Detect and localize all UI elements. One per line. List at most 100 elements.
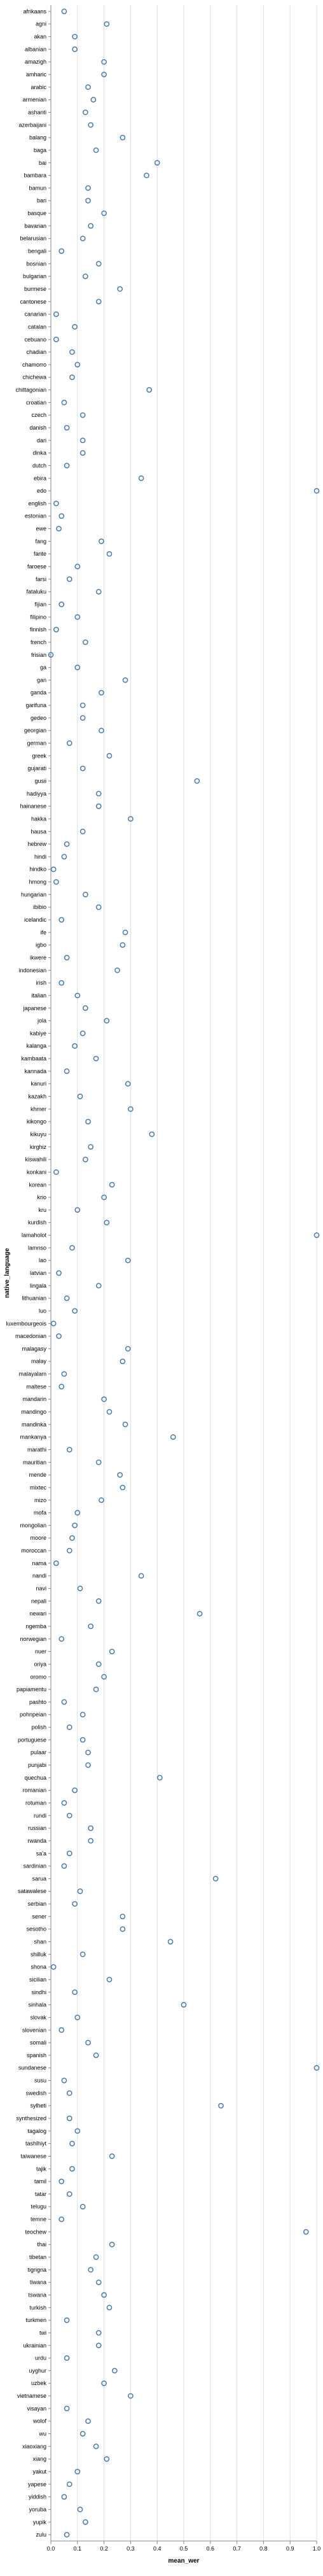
y-tick-label: garifuna bbox=[25, 702, 46, 708]
y-tick-label: vietnamese bbox=[17, 2393, 46, 2399]
dot bbox=[101, 2380, 107, 2386]
x-tick-label: 0.0 bbox=[47, 2545, 55, 2552]
y-tick-label: albanian bbox=[25, 46, 46, 52]
y-tick-label: yakut bbox=[32, 2468, 46, 2475]
dot bbox=[120, 1358, 126, 1365]
y-tick-label: kambaata bbox=[21, 1055, 46, 1062]
dot bbox=[53, 879, 59, 885]
dot bbox=[95, 2342, 102, 2349]
dot bbox=[64, 2355, 70, 2361]
dot bbox=[64, 425, 70, 431]
y-axis-title: native_language bbox=[4, 1248, 11, 1298]
y-tick-label: hadiyya bbox=[27, 791, 46, 797]
y-tick-label: kabiye bbox=[30, 1030, 46, 1036]
dot bbox=[303, 2229, 309, 2235]
dot bbox=[194, 778, 200, 784]
y-tick-label: papiamentu bbox=[17, 1686, 46, 1693]
y-tick-label: lao bbox=[39, 1257, 46, 1263]
dot bbox=[85, 2039, 91, 2046]
y-tick-label: balang bbox=[29, 134, 46, 141]
dot bbox=[85, 1118, 91, 1125]
dot bbox=[66, 1812, 72, 1819]
dot bbox=[79, 1712, 86, 1718]
dot bbox=[58, 2178, 65, 2185]
y-tick-label: rotuman bbox=[25, 1799, 46, 1806]
dot bbox=[69, 1535, 75, 1541]
dot bbox=[72, 34, 78, 39]
y-tick-label: hebrew bbox=[27, 841, 46, 847]
dot bbox=[72, 46, 78, 52]
y-tick-label: bengali bbox=[28, 248, 46, 255]
y-tick-label: ga bbox=[40, 665, 46, 671]
dot bbox=[104, 1018, 110, 1024]
dot bbox=[58, 513, 65, 519]
dot bbox=[149, 1131, 155, 1137]
dot bbox=[122, 929, 128, 936]
y-tick-label: oriya bbox=[34, 1661, 46, 1667]
dot bbox=[88, 1838, 94, 1844]
dot bbox=[99, 728, 104, 734]
y-tick-label: macedonian bbox=[15, 1333, 46, 1339]
dot bbox=[66, 2115, 72, 2122]
dot bbox=[120, 1484, 126, 1491]
dot bbox=[61, 8, 67, 15]
x-tick-label: 0.9 bbox=[286, 2545, 294, 2552]
y-tick-label: hmong bbox=[29, 879, 46, 885]
dot bbox=[48, 652, 54, 658]
y-tick-label: indonesian bbox=[18, 967, 46, 973]
y-tick-label: bulgarian bbox=[23, 273, 46, 279]
y-tick-label: belarusian bbox=[20, 236, 46, 242]
y-tick-label: ashanti bbox=[28, 109, 46, 115]
dot bbox=[74, 2128, 81, 2134]
dot bbox=[72, 1901, 78, 1907]
y-tick-label: kannada bbox=[24, 1068, 46, 1074]
dot bbox=[53, 336, 59, 342]
y-tick-label: tashlhiyt bbox=[25, 2141, 47, 2147]
y-tick-label: xiaoxiang bbox=[22, 2443, 46, 2449]
y-tick-label: sardinian bbox=[23, 1863, 46, 1869]
y-tick-label: hindko bbox=[29, 866, 46, 873]
dot bbox=[58, 980, 65, 986]
y-tick-label: malayalam bbox=[18, 1371, 46, 1377]
dot bbox=[85, 185, 91, 191]
y-tick-label: satawalese bbox=[18, 1888, 46, 1894]
dot bbox=[218, 2102, 224, 2109]
dot bbox=[53, 500, 59, 507]
dot bbox=[72, 324, 78, 330]
dot bbox=[170, 1434, 176, 1440]
dot bbox=[79, 412, 86, 418]
dot bbox=[50, 1964, 57, 1970]
dot bbox=[61, 1699, 67, 1705]
y-tick-label: bosnian bbox=[26, 260, 46, 267]
y-tick-label: sylheti bbox=[30, 2102, 46, 2109]
dot bbox=[106, 752, 113, 759]
dot bbox=[120, 1913, 126, 1920]
dot bbox=[114, 967, 120, 973]
y-tick-label: ife bbox=[40, 929, 46, 936]
dot bbox=[74, 614, 81, 620]
y-tick-label: lithuanian bbox=[22, 1295, 46, 1302]
dot bbox=[101, 59, 107, 65]
dot bbox=[95, 1283, 102, 1289]
dot bbox=[146, 387, 153, 393]
dot bbox=[125, 1257, 131, 1263]
dot bbox=[82, 892, 88, 897]
y-tick-label: slovenian bbox=[22, 2027, 46, 2033]
y-tick-label: pashto bbox=[29, 1699, 46, 1705]
dot bbox=[93, 2254, 99, 2260]
y-tick-label: wolof bbox=[32, 2418, 47, 2425]
y-tick-label: cantonese bbox=[20, 299, 46, 305]
y-tick-label: kru bbox=[38, 1207, 46, 1213]
dot bbox=[85, 1762, 91, 1768]
y-tick-label: bari bbox=[37, 197, 46, 204]
y-tick-label: amharic bbox=[26, 71, 47, 78]
dot bbox=[72, 1043, 78, 1049]
y-tick-label: cebuano bbox=[24, 336, 46, 342]
y-tick-label: mauritian bbox=[23, 1459, 46, 1465]
dot bbox=[77, 1888, 83, 1894]
y-tick-label: kazakh bbox=[28, 1094, 46, 1100]
y-tick-label: bamun bbox=[29, 185, 46, 191]
dot bbox=[154, 160, 160, 166]
y-tick-label: marathi bbox=[27, 1446, 46, 1453]
